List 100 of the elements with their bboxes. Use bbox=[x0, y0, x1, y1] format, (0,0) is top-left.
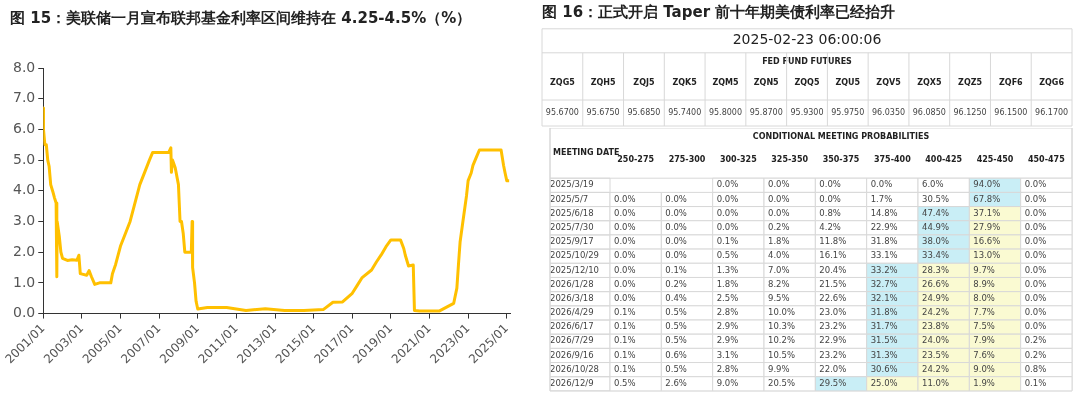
data-label: 0.8% bbox=[1024, 363, 1047, 374]
data-label: 0.5% bbox=[665, 363, 687, 374]
x-tick-label: 250-275 bbox=[617, 155, 655, 165]
data-label: 0.0% bbox=[665, 250, 687, 261]
data-label: 1.7% bbox=[870, 193, 893, 204]
chart-subtitle: 2025-02-23 06:00:06 bbox=[732, 31, 882, 48]
data-label: 31.8% bbox=[870, 307, 898, 318]
data-label: 0.0% bbox=[768, 193, 790, 204]
data-label: 0.0% bbox=[1024, 193, 1047, 204]
data-label: 16.1% bbox=[819, 250, 847, 261]
y-tick-label: 2025/6/18 bbox=[550, 207, 594, 218]
data-label: 95.7400 bbox=[668, 108, 702, 118]
data-label: 30.6% bbox=[870, 363, 898, 374]
data-label: 2.9% bbox=[716, 335, 739, 346]
x-tick-label: ZQV5 bbox=[876, 78, 902, 88]
data-label: 7.6% bbox=[973, 349, 995, 360]
data-label: 20.4% bbox=[819, 264, 847, 275]
data-label: 25.0% bbox=[870, 378, 898, 389]
data-label: 96.1700 bbox=[1035, 108, 1069, 118]
y-tick-label: 2026/12/9 bbox=[550, 378, 594, 389]
data-label: 94.0% bbox=[973, 179, 1001, 190]
data-label: 0.0% bbox=[819, 179, 841, 190]
data-label: 1.8% bbox=[768, 236, 790, 247]
y-tick-label: 2025/9/17 bbox=[550, 236, 594, 247]
chart-title: CONDITIONAL MEETING PROBABILITIES bbox=[752, 131, 930, 141]
data-label: 2.8% bbox=[716, 307, 739, 318]
data-label: 27.9% bbox=[973, 222, 1001, 233]
data-label: 33.1% bbox=[870, 250, 898, 261]
x-axis-title: FED FUND FUTURES bbox=[762, 56, 853, 66]
data-label: 23.2% bbox=[819, 321, 847, 332]
data-label: 24.2% bbox=[922, 363, 950, 374]
data-label: 0.0% bbox=[870, 179, 893, 190]
x-tick-label: ZQH5 bbox=[590, 78, 617, 88]
data-label: 28.3% bbox=[922, 264, 950, 275]
x-tick-label: ZQU5 bbox=[835, 78, 861, 88]
x-tick-label: 350-375 bbox=[822, 155, 860, 165]
data-label: 0.0% bbox=[614, 292, 636, 303]
y-tick-label: 2026/3/18 bbox=[550, 292, 594, 303]
data-label: 4.2% bbox=[819, 222, 841, 233]
data-label: 0.0% bbox=[1024, 236, 1047, 247]
y-tick-label: 2025/5/7 bbox=[550, 193, 589, 204]
y-tick-label: 2025/7/30 bbox=[550, 222, 594, 233]
y-tick-label: 6.0 bbox=[13, 120, 36, 137]
y-tick-label: 2025/3/19 bbox=[550, 179, 594, 190]
data-label: 0.6% bbox=[665, 349, 687, 360]
x-tick-label: 425-450 bbox=[976, 155, 1014, 165]
data-label: 10.2% bbox=[768, 335, 796, 346]
data-label: 21.5% bbox=[819, 278, 847, 289]
data-label: 1.3% bbox=[716, 264, 739, 275]
y-tick-label: 2025/10/29 bbox=[550, 250, 599, 261]
x-tick-label: 300-325 bbox=[719, 155, 758, 165]
y-tick-label: 2025/12/10 bbox=[550, 264, 599, 275]
y-tick-label: 3.0 bbox=[13, 212, 36, 229]
data-label: 10.3% bbox=[768, 321, 796, 332]
data-label: 10.5% bbox=[768, 349, 796, 360]
chart-title: 图 15：美联储一月宣布联邦基金利率区间维持在 4.25-4.5%（%） bbox=[10, 8, 472, 27]
x-tick-label: ZQG6 bbox=[1039, 78, 1065, 88]
data-label: 9.9% bbox=[768, 363, 790, 374]
data-label: 31.8% bbox=[870, 236, 898, 247]
data-label: 0.5% bbox=[665, 335, 687, 346]
data-label: 0.0% bbox=[768, 207, 790, 218]
data-label: 0.5% bbox=[614, 378, 636, 389]
data-label: 30.5% bbox=[922, 193, 950, 204]
data-label: 0.2% bbox=[1024, 349, 1047, 360]
data-label: 20.5% bbox=[768, 378, 796, 389]
data-label: 9.0% bbox=[973, 363, 995, 374]
data-label: 32.1% bbox=[870, 292, 898, 303]
data-label: 0.0% bbox=[768, 179, 790, 190]
data-label: 2.5% bbox=[716, 292, 739, 303]
data-label: 0.5% bbox=[716, 250, 739, 261]
data-label: 7.5% bbox=[973, 321, 995, 332]
data-label: 0.1% bbox=[614, 363, 636, 374]
data-label: 95.6850 bbox=[627, 108, 661, 118]
y-tick-label: 1.0 bbox=[13, 273, 36, 290]
y-tick-label: 2026/7/29 bbox=[550, 335, 594, 346]
x-tick-label: 375-400 bbox=[873, 155, 912, 165]
data-label: 23.0% bbox=[819, 307, 847, 318]
data-label: 0.0% bbox=[1024, 321, 1047, 332]
x-tick-label: 325-350 bbox=[771, 155, 809, 165]
data-label: 95.6750 bbox=[586, 108, 620, 118]
data-label: 14.8% bbox=[870, 207, 898, 218]
data-label: 2.8% bbox=[716, 363, 739, 374]
data-label: 24.0% bbox=[922, 335, 950, 346]
data-label: 22.6% bbox=[819, 292, 847, 303]
data-label: 7.9% bbox=[973, 335, 995, 346]
data-label: 1.9% bbox=[973, 378, 995, 389]
data-label: 23.8% bbox=[922, 321, 950, 332]
data-label: 0.0% bbox=[819, 193, 841, 204]
data-label: 0.0% bbox=[1024, 278, 1047, 289]
data-label: 44.9% bbox=[922, 222, 950, 233]
data-label: 3.1% bbox=[716, 349, 739, 360]
data-label: 0.0% bbox=[665, 236, 687, 247]
data-label: 0.0% bbox=[1024, 250, 1047, 261]
y-tick-label: 2026/10/28 bbox=[550, 363, 599, 374]
x-tick-label: 275-300 bbox=[668, 155, 706, 165]
data-label: 0.2% bbox=[1024, 335, 1047, 346]
data-label: 96.0350 bbox=[871, 108, 906, 118]
data-label: 96.1500 bbox=[994, 108, 1028, 118]
y-tick-label: 2026/9/16 bbox=[550, 349, 594, 360]
data-label: 22.9% bbox=[819, 335, 847, 346]
